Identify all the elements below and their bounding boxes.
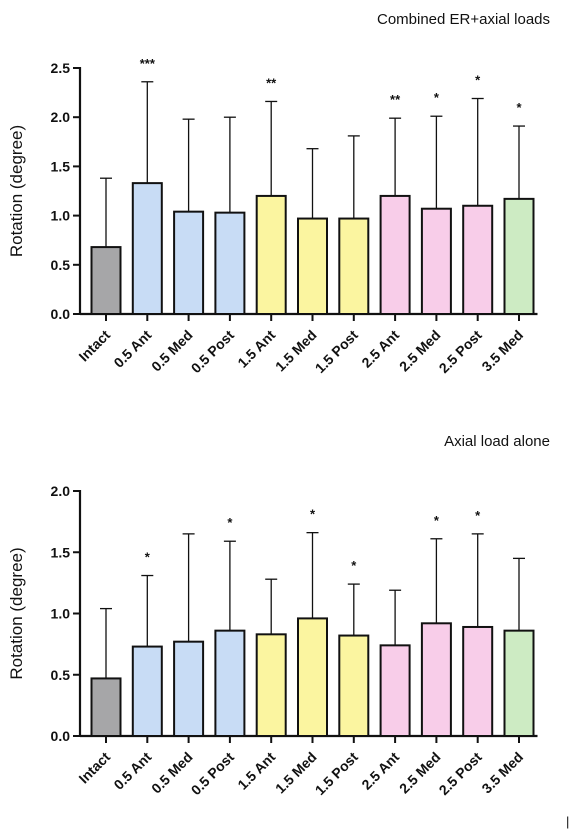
y-tick-label: 2.0 xyxy=(51,483,71,499)
bar xyxy=(462,204,494,315)
x-tick-label: 2.5 Med xyxy=(396,749,444,797)
significance-label: * xyxy=(351,558,357,573)
significance-label: * xyxy=(475,508,481,523)
significance-label: * xyxy=(227,515,233,530)
x-tick-label: 2.5 Post xyxy=(436,327,486,377)
bar xyxy=(420,622,452,737)
bar xyxy=(255,194,287,315)
chart-title: Axial load alone xyxy=(444,433,550,450)
y-tick-label: 0.5 xyxy=(51,257,71,273)
significance-label: ** xyxy=(266,75,277,90)
bar xyxy=(338,634,370,737)
significance-label: * xyxy=(516,100,522,115)
y-tick-label: 1.5 xyxy=(51,158,71,174)
significance-label: * xyxy=(434,90,440,105)
bar xyxy=(173,640,205,737)
chart-axial-alone: Axial load alone Rotation (degree) 0.0 0.5 1… xyxy=(7,433,550,798)
bar xyxy=(173,210,205,315)
x-tick-label: 0.5 Post xyxy=(188,749,238,799)
bar xyxy=(214,629,246,738)
x-tick-label: 1.5 Post xyxy=(312,327,362,377)
x-tick-label: 0.5 Med xyxy=(148,327,196,375)
significance-label: ** xyxy=(390,92,401,107)
bar xyxy=(214,211,246,315)
significance-label: * xyxy=(434,513,440,528)
bar xyxy=(297,217,328,315)
y-tick-label: 1.0 xyxy=(51,208,71,224)
bar xyxy=(255,633,287,738)
x-tick-label: 1.5 Med xyxy=(272,749,320,797)
bar xyxy=(379,194,411,315)
x-tick-label: 2.5 Post xyxy=(436,749,486,799)
chart-title: Combined ER+axial loads xyxy=(377,11,550,28)
x-tick-label: 2.5 Med xyxy=(396,327,444,375)
x-tick-label: 1.5 Post xyxy=(312,749,362,799)
bar xyxy=(420,207,452,316)
significance-label: * xyxy=(475,73,481,88)
stray-mark: | xyxy=(566,814,569,829)
bar xyxy=(131,645,163,738)
bar xyxy=(90,677,122,737)
bar xyxy=(503,629,535,738)
significance-label: *** xyxy=(140,56,156,71)
y-tick-label: 2.0 xyxy=(51,109,71,125)
bar xyxy=(379,644,411,737)
x-tick-label: 3.5 Med xyxy=(478,749,526,797)
y-tick-label: 1.0 xyxy=(51,606,71,622)
y-tick-label: 0.0 xyxy=(51,306,71,322)
chart-combined-er-axial: Combined ER+axial loads Rotation (degree)… xyxy=(7,11,550,376)
x-tick-label: Intact xyxy=(75,749,113,787)
x-tick-label: 3.5 Med xyxy=(478,327,526,375)
x-tick-label: 0.5 Med xyxy=(148,749,196,797)
bar xyxy=(297,617,328,738)
y-tick-label: 1.5 xyxy=(51,544,71,560)
significance-label: * xyxy=(145,550,151,565)
bar xyxy=(462,625,494,737)
significance-label: * xyxy=(310,507,316,522)
x-tick-label: Intact xyxy=(75,327,113,365)
y-axis-label: Rotation (degree) xyxy=(7,547,26,679)
y-tick-label: 2.5 xyxy=(51,60,71,76)
bar xyxy=(503,197,535,315)
y-axis-label: Rotation (degree) xyxy=(7,125,26,257)
x-tick-label: 1.5 Med xyxy=(272,327,320,375)
bar xyxy=(338,217,370,315)
bar xyxy=(131,182,163,315)
y-tick-label: 0.0 xyxy=(51,728,71,744)
x-tick-label: 0.5 Post xyxy=(188,327,238,377)
bar xyxy=(90,246,122,315)
y-tick-label: 0.5 xyxy=(51,667,71,683)
